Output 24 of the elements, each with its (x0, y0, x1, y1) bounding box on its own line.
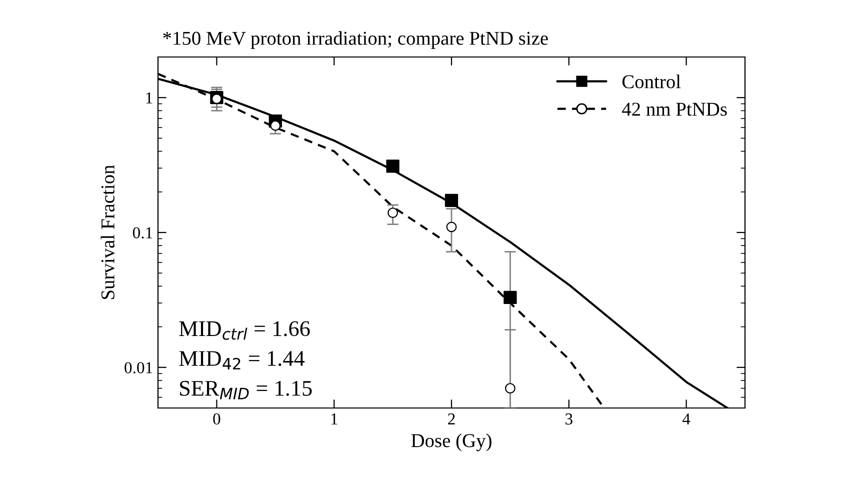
y-tick-label: 0.1 (132, 227, 152, 239)
x-tick-label: 0 (213, 413, 220, 425)
annotation: MID$_{ctrl}$ = 1.66 (179, 321, 310, 340)
y-axis-title: Survival Fraction (100, 165, 114, 299)
x-tick-label: 2 (448, 413, 455, 424)
annotation: SER$_{MID}$ = 1.15 (180, 380, 312, 400)
point (446, 222, 457, 232)
point (504, 290, 517, 304)
point (211, 94, 222, 104)
point (504, 383, 516, 394)
legend-label: Control (622, 74, 681, 88)
point (444, 194, 458, 207)
x-tick-label: 4 (682, 413, 690, 424)
point (270, 120, 281, 131)
point (386, 160, 400, 173)
chart-title: *150 MeV proton irradiation; compare PtND size (163, 31, 548, 49)
legend-label: 42 nm PtNDs (622, 102, 727, 116)
annotation: MID$_{42}$ = 1.44 (179, 351, 305, 370)
y-tick-label: 0.01 (124, 362, 152, 374)
x-axis-title: Dose (Gy) (411, 434, 492, 452)
x-tick-label: 3 (566, 413, 572, 425)
y-tick-label: 1 (146, 92, 152, 104)
point (388, 208, 398, 218)
x-tick-label: 1 (331, 413, 338, 424)
